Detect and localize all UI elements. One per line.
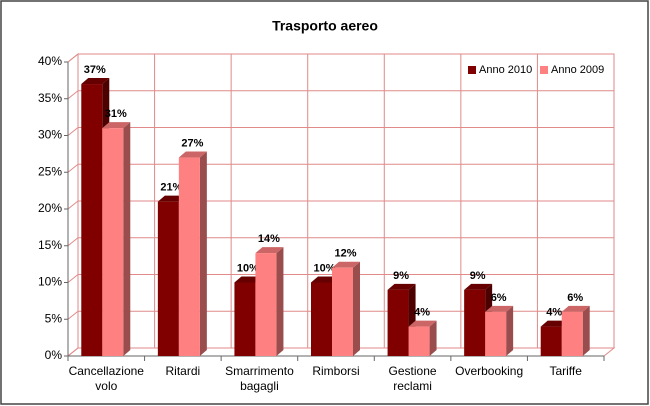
bar	[81, 84, 103, 357]
value-label: 37%	[84, 64, 106, 76]
bar	[311, 282, 332, 356]
value-label: 12%	[334, 248, 356, 260]
y-tick-label: 15%	[38, 238, 62, 252]
bar	[387, 289, 409, 356]
x-tick-label: Rimborsi	[312, 364, 359, 378]
bar	[157, 201, 179, 356]
bar-top	[485, 305, 514, 312]
chart-title: Trasporto aereo	[272, 18, 378, 34]
grid-line-side	[67, 237, 79, 247]
bar-top	[408, 320, 437, 327]
value-label: 21%	[160, 182, 182, 194]
x-tick-label: Smarrimento bagagli	[225, 364, 294, 393]
y-tick-label: 5%	[45, 311, 63, 325]
bar-side	[276, 247, 284, 356]
grid-line-side	[67, 347, 79, 357]
value-label: 10%	[237, 262, 259, 274]
grid-line-side	[67, 127, 79, 136]
y-tick-label: 20%	[38, 201, 62, 215]
bar	[540, 326, 562, 356]
value-label: 10%	[313, 262, 335, 274]
bar-top	[234, 276, 263, 283]
grid-line-side	[67, 200, 79, 210]
y-tick-label: 10%	[38, 275, 62, 289]
value-label: 14%	[258, 233, 280, 245]
bar-top	[102, 122, 131, 129]
value-label: 31%	[105, 108, 127, 120]
bar	[561, 311, 583, 356]
bar-top	[561, 305, 590, 312]
bar	[234, 282, 256, 356]
bar	[408, 326, 430, 356]
grid-line-side	[67, 274, 79, 283]
legend-label: Anno 2009	[551, 64, 604, 76]
y-tick-label: 40%	[38, 54, 62, 68]
bar	[102, 128, 124, 356]
x-tick-label: Overbooking	[455, 364, 523, 378]
bar	[255, 253, 277, 356]
value-label: 4%	[546, 307, 562, 319]
legend-swatch	[468, 66, 476, 74]
bar-top	[332, 261, 360, 268]
bar-side	[199, 151, 207, 356]
bar	[178, 157, 200, 356]
grid-line-side	[67, 310, 79, 320]
y-tick-label: 30%	[38, 128, 62, 142]
bar-top	[81, 78, 110, 85]
bar	[332, 267, 353, 356]
bar	[464, 289, 486, 356]
bar-side	[353, 261, 360, 356]
bar-side	[582, 305, 590, 356]
bar-top	[178, 151, 207, 158]
grid-line-side	[67, 90, 79, 100]
y-tick-label: 35%	[38, 91, 62, 105]
bar-top	[255, 247, 284, 254]
bar-side	[123, 122, 131, 357]
y-tick-label: 25%	[38, 164, 62, 178]
x-tick-label: Cancellazione volo	[69, 364, 145, 393]
value-label: 6%	[567, 292, 583, 304]
legend-label: Anno 2010	[479, 64, 532, 76]
value-label: 9%	[470, 270, 486, 282]
legend-swatch	[540, 66, 548, 74]
x-tick-label: Gestione reclami	[389, 364, 437, 393]
value-label: 4%	[414, 307, 430, 319]
bar-side	[429, 320, 437, 356]
value-label: 6%	[491, 292, 507, 304]
x-tick-label: Ritardi	[166, 364, 201, 378]
y-tick-label: 0%	[45, 348, 63, 362]
grid-line-side	[67, 53, 79, 63]
x-tick-label: Tariffe	[549, 364, 582, 378]
bar-top	[464, 283, 493, 290]
bar	[485, 311, 507, 356]
value-label: 9%	[393, 270, 409, 282]
bar-top	[387, 283, 416, 290]
value-label: 27%	[181, 137, 203, 149]
grid-line-side	[67, 163, 79, 173]
bar-side	[506, 305, 514, 356]
